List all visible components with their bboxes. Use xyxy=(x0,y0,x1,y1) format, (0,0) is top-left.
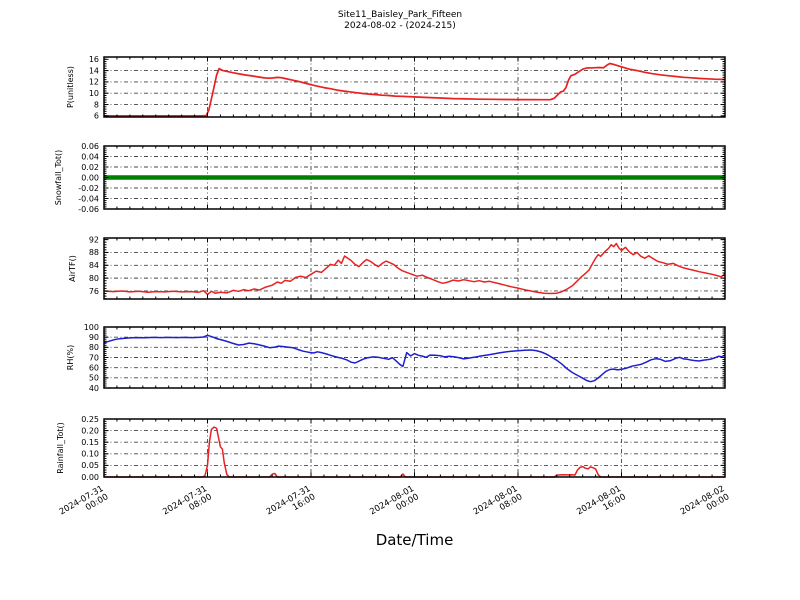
y-tick-label: 84 xyxy=(89,261,99,270)
y-tick-label: 0.10 xyxy=(81,450,99,459)
y-tick-label: 0.04 xyxy=(81,152,99,161)
y-tick-label: 100 xyxy=(84,323,99,332)
y-tick-label: 90 xyxy=(89,333,99,342)
chart-subtitle: 2024-08-02 - (2024-215) xyxy=(344,21,456,31)
y-tick-label: 12 xyxy=(89,78,99,87)
y-tick-label: 0.00 xyxy=(81,473,99,482)
y-tick-label: 8 xyxy=(94,100,99,109)
subplot-2: 0.060.04 0.020.00 -0.02-0.04 -0.06 Snowfall_… xyxy=(54,142,726,214)
x-tick-label: 2024-08-0116:00 xyxy=(575,484,628,526)
y-tick-label: 80 xyxy=(89,274,99,283)
y-tick-label: -0.04 xyxy=(78,194,99,203)
x-tick-label: 2024-07-3116:00 xyxy=(265,484,318,526)
y-tick-label: 80 xyxy=(89,343,99,352)
y-tick-label: -0.06 xyxy=(78,205,99,214)
y-tick-label: 76 xyxy=(89,287,99,296)
x-tick-label: 2024-08-0108:00 xyxy=(472,484,525,526)
y-tick-label: 6 xyxy=(94,112,99,121)
chart-title: Site11_Baisley_Park_Fifteen xyxy=(337,10,463,20)
y-tick-label: -0.02 xyxy=(78,184,99,193)
y-tick-label: 0.02 xyxy=(81,163,99,172)
y-tick-label: 0.00 xyxy=(81,173,99,182)
series-4 xyxy=(103,334,726,383)
series-3 xyxy=(103,242,726,296)
x-axis-label: Date/Time xyxy=(375,531,454,549)
y-tick-label: 88 xyxy=(89,248,99,257)
y-tick-label: 0.05 xyxy=(81,461,99,470)
subplot-1: 16 14 12 10 8 6 P(unitless) xyxy=(66,55,726,121)
x-tick-label: 2024-08-0100:00 xyxy=(368,484,421,526)
series-1 xyxy=(104,62,726,117)
y-tick-label: 60 xyxy=(89,363,99,372)
y-tick-label: 14 xyxy=(89,66,99,75)
y-axis-title-2: Snowfall_Tot() xyxy=(54,150,63,206)
y-axis-title-5: Rainfall_Tot() xyxy=(56,422,65,474)
y-tick-label: 40 xyxy=(89,384,99,393)
x-tick-label: 2024-07-3108:00 xyxy=(161,484,214,526)
subplot-5: 0.25 0.20 0.15 0.10 0.05 0.00 Rainfall_Tot() 20… xyxy=(56,415,732,526)
y-tick-label: 10 xyxy=(89,89,99,98)
subplot-3: 92 88 84 80 76 AirTF() xyxy=(68,235,726,300)
y-axis-title-3: AirTF() xyxy=(68,255,77,282)
y-tick-label: 16 xyxy=(89,55,99,64)
y-axis-title-4: RH(%) xyxy=(66,345,75,370)
y-tick-label: 92 xyxy=(89,235,99,244)
y-tick-label: 50 xyxy=(89,374,99,383)
y-tick-label: 0.06 xyxy=(81,142,99,151)
y-tick-label: 0.20 xyxy=(81,426,99,435)
y-tick-label: 0.25 xyxy=(81,415,99,424)
x-tick-label: 2024-07-3100:00 xyxy=(58,484,111,526)
x-tick-label: 2024-08-0200:00 xyxy=(679,484,732,526)
y-tick-label: 0.15 xyxy=(81,438,99,447)
y-axis-title-1: P(unitless) xyxy=(66,66,75,108)
y-tick-label: 70 xyxy=(89,353,99,362)
